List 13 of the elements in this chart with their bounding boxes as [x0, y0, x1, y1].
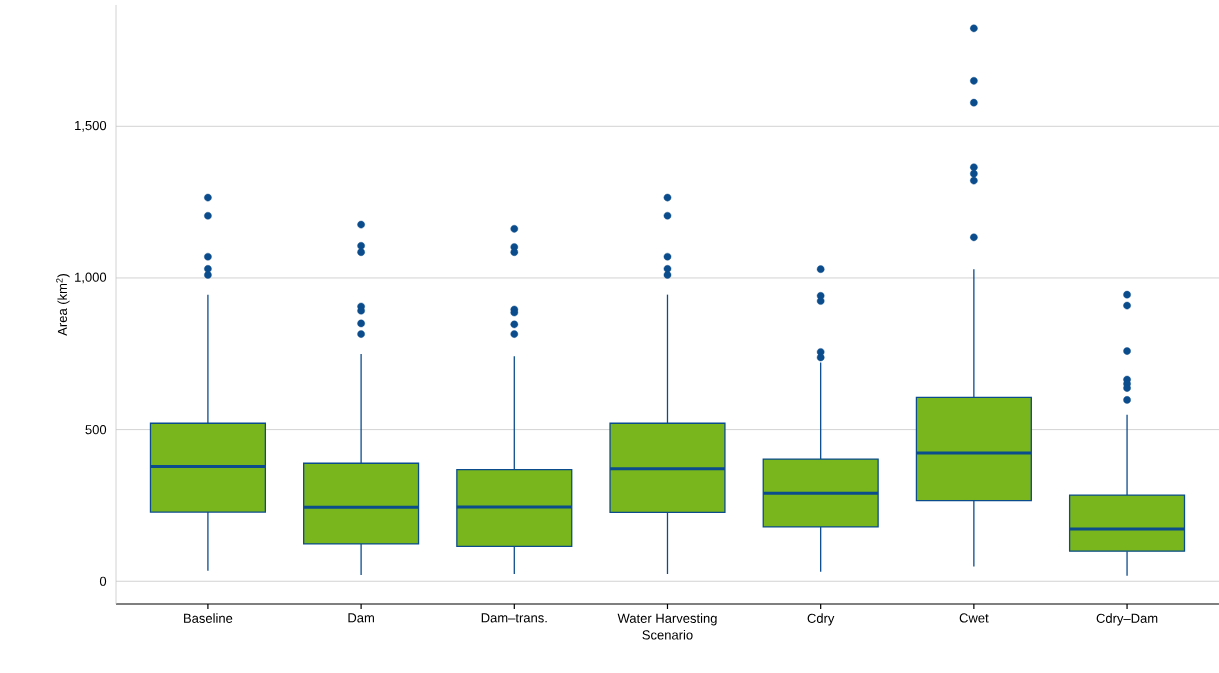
x-tick-label: Cwet	[959, 613, 989, 623]
x-tick-label: Baseline	[184, 613, 233, 623]
x-tick-label: Dam–trans.	[481, 613, 547, 623]
y-tick-label: 500	[85, 425, 107, 435]
x-axis-title: Scenario	[642, 630, 693, 640]
x-tick-label: Cdry	[807, 613, 835, 626]
y-tick-label: 1,000	[75, 272, 107, 284]
y-tick-label: 1,500	[75, 120, 107, 132]
y-axis-title: Area (km$^{2}$)	[56, 274, 70, 336]
x-tick-label: Cdry–Dam	[1096, 613, 1158, 626]
x-tick-label: Dam	[348, 613, 374, 623]
y-tick-label: 0	[99, 576, 107, 586]
x-tick-label: Water Harvesting	[617, 613, 717, 626]
